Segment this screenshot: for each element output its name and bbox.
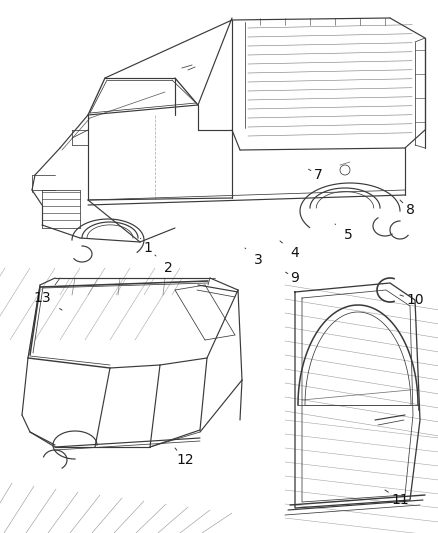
Text: 4: 4 <box>279 241 299 260</box>
Text: 11: 11 <box>384 490 408 507</box>
Text: 9: 9 <box>285 271 299 285</box>
Text: 3: 3 <box>244 248 262 267</box>
Text: 1: 1 <box>140 238 152 255</box>
Text: 10: 10 <box>399 293 423 307</box>
Text: 13: 13 <box>33 291 62 310</box>
Text: 8: 8 <box>399 200 413 217</box>
Text: 7: 7 <box>308 168 321 182</box>
Text: 12: 12 <box>175 448 193 467</box>
Text: 5: 5 <box>334 224 352 242</box>
Text: 2: 2 <box>155 255 172 275</box>
